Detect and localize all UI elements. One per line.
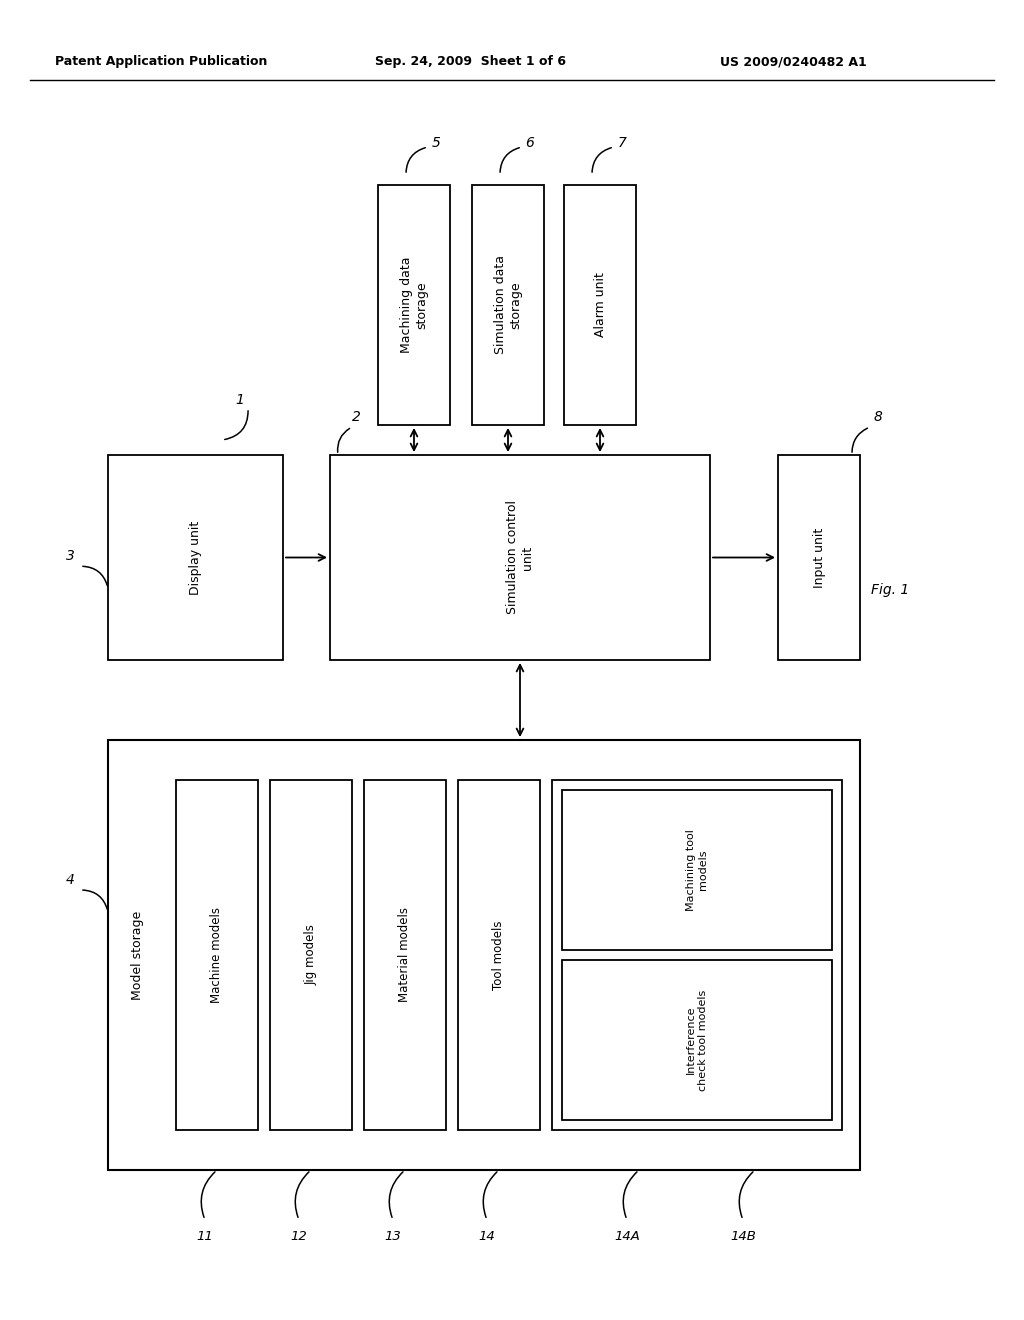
- Text: Machining data
storage: Machining data storage: [400, 257, 428, 354]
- Text: Alarm unit: Alarm unit: [594, 272, 606, 338]
- Text: 6: 6: [525, 136, 535, 150]
- Text: Model storage: Model storage: [131, 911, 144, 999]
- Text: 13: 13: [385, 1229, 401, 1242]
- Text: 3: 3: [66, 549, 75, 564]
- Text: Fig. 1: Fig. 1: [870, 583, 909, 597]
- Text: 4: 4: [66, 873, 75, 887]
- FancyBboxPatch shape: [458, 780, 540, 1130]
- Text: Simulation control
unit: Simulation control unit: [506, 500, 534, 615]
- Text: Machining tool
models: Machining tool models: [686, 829, 708, 911]
- Text: Simulation data
storage: Simulation data storage: [494, 256, 522, 355]
- Text: Display unit: Display unit: [189, 520, 202, 594]
- Text: 12: 12: [291, 1229, 307, 1242]
- FancyBboxPatch shape: [108, 741, 860, 1170]
- FancyBboxPatch shape: [562, 960, 831, 1119]
- Text: 14: 14: [478, 1229, 496, 1242]
- Text: Interference
check tool models: Interference check tool models: [686, 990, 708, 1090]
- FancyBboxPatch shape: [378, 185, 450, 425]
- Text: 1: 1: [236, 393, 245, 407]
- Text: 5: 5: [431, 136, 440, 150]
- Text: Jig models: Jig models: [304, 924, 317, 986]
- FancyBboxPatch shape: [562, 789, 831, 950]
- Text: 8: 8: [873, 411, 883, 424]
- FancyBboxPatch shape: [176, 780, 258, 1130]
- Text: Tool models: Tool models: [493, 920, 506, 990]
- Text: Material models: Material models: [398, 908, 412, 1002]
- Text: 14A: 14A: [614, 1229, 640, 1242]
- Text: Machine models: Machine models: [211, 907, 223, 1003]
- Text: US 2009/0240482 A1: US 2009/0240482 A1: [720, 55, 866, 69]
- FancyBboxPatch shape: [330, 455, 710, 660]
- FancyBboxPatch shape: [270, 780, 352, 1130]
- FancyBboxPatch shape: [564, 185, 636, 425]
- Text: Input unit: Input unit: [812, 528, 825, 587]
- Text: Patent Application Publication: Patent Application Publication: [55, 55, 267, 69]
- FancyBboxPatch shape: [552, 780, 842, 1130]
- Text: 11: 11: [197, 1229, 213, 1242]
- FancyBboxPatch shape: [108, 455, 283, 660]
- FancyBboxPatch shape: [472, 185, 544, 425]
- Text: 2: 2: [351, 411, 360, 424]
- Text: 14B: 14B: [730, 1229, 756, 1242]
- Text: 7: 7: [617, 136, 627, 150]
- FancyBboxPatch shape: [778, 455, 860, 660]
- FancyBboxPatch shape: [364, 780, 446, 1130]
- Text: Sep. 24, 2009  Sheet 1 of 6: Sep. 24, 2009 Sheet 1 of 6: [375, 55, 566, 69]
